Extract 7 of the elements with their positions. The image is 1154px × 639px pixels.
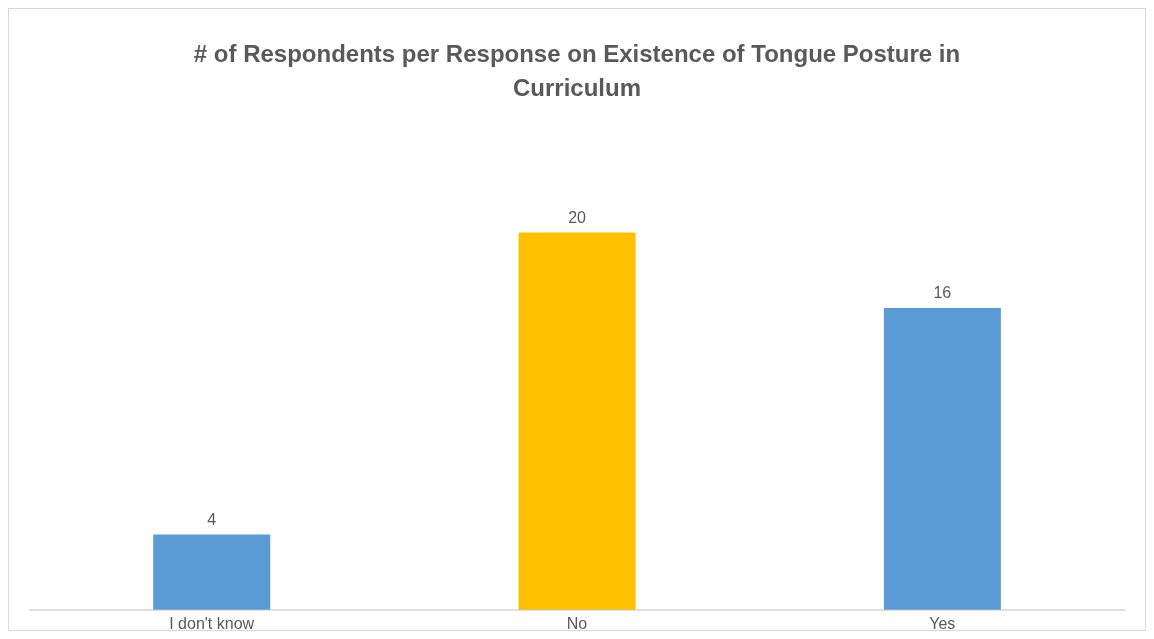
data-label: 16: [933, 284, 952, 301]
x-tick-label: No: [566, 615, 588, 633]
data-label: 20: [568, 208, 587, 226]
x-tick-label: I don't know: [169, 615, 255, 633]
chart-title: # of Respondents per Response on Existence of Tongue Posture in Curriculum: [192, 39, 962, 103]
x-tick-label: Yes: [929, 615, 956, 633]
data-label: 4: [207, 510, 217, 528]
